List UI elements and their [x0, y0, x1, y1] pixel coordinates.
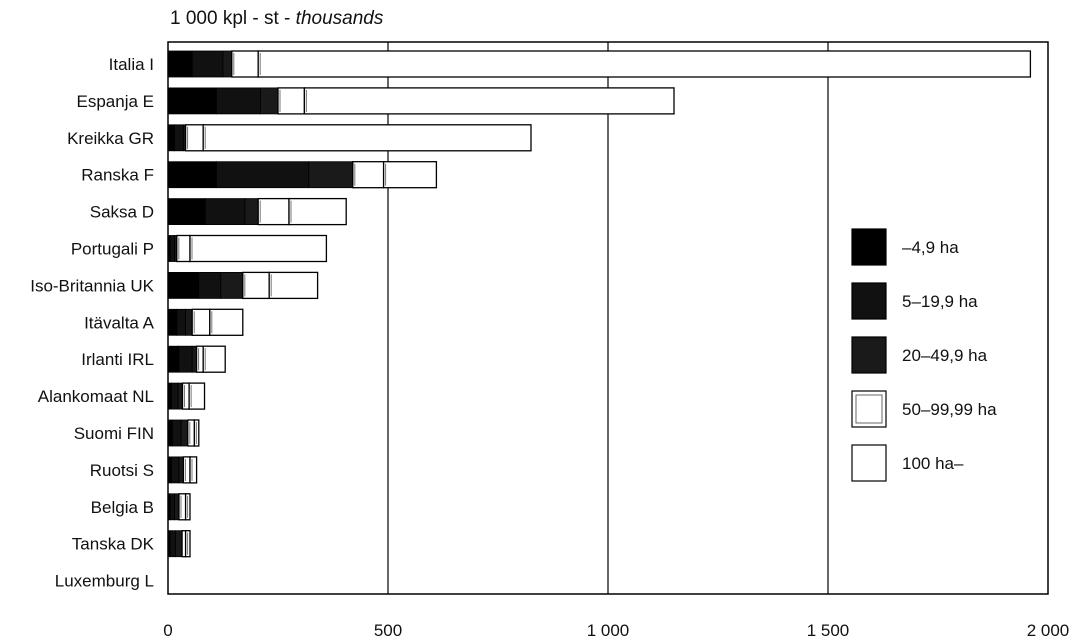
bar-segment: [167, 124, 175, 152]
category-label: Ranska F: [81, 166, 154, 185]
legend-swatch: [851, 390, 887, 428]
x-tick-label: 1 000: [587, 621, 630, 640]
bar-segment: [191, 345, 197, 373]
bar-segment: [303, 87, 675, 115]
category-label: Ruotsi S: [90, 461, 154, 480]
bar-segment: [171, 456, 180, 484]
bar-segment: [167, 308, 178, 336]
x-tick-labels: 0 500 1 000 1 500 2 000: [163, 621, 1069, 640]
chart-title-main: 1 000 kpl - st -: [170, 8, 296, 29]
category-label: Iso-Britannia UK: [30, 276, 154, 295]
legend-label: 100 ha–: [902, 454, 964, 473]
bar-segment: [169, 530, 176, 558]
bar-segment: [181, 382, 190, 410]
legend: –4,9 ha 5–19,9 ha 20–49,9 ha 50–99,99 ha 100…: [851, 228, 997, 482]
legend-label: 50–99,99 ha: [902, 400, 997, 419]
x-tick-label: 0: [163, 621, 172, 640]
bar-segment: [198, 271, 222, 299]
legend-swatch: [851, 228, 887, 266]
bar-segment: [167, 382, 172, 410]
bar-segment: [167, 345, 180, 373]
category-label: Espanja E: [77, 92, 155, 111]
bar-segment: [242, 271, 270, 300]
category-label: Belgia B: [91, 498, 154, 517]
bar-segment: [222, 50, 233, 78]
chart-title: 1 000 kpl - st - thousands: [170, 8, 383, 30]
category-label: Luxemburg L: [55, 572, 154, 591]
bar-segment: [220, 271, 244, 299]
bar-segment: [177, 382, 183, 410]
bar-segment: [257, 50, 1032, 78]
x-tick-label: 500: [374, 621, 402, 640]
legend-label: 5–19,9 ha: [902, 292, 978, 311]
bar-segment: [176, 308, 187, 336]
category-labels: Italia I Espanja E Kreikka GR Ranska F Saksa…: [30, 55, 154, 591]
bar-segment: [189, 234, 328, 263]
bar-segment: [195, 345, 204, 373]
category-label: Kreikka GR: [67, 129, 154, 148]
category-label: Irlanti IRL: [81, 350, 154, 369]
bar-segment: [191, 308, 211, 336]
bar-segment: [288, 197, 347, 226]
category-label: Saksa D: [90, 203, 154, 222]
x-tick-label: 1 500: [807, 621, 850, 640]
bar-segment: [171, 419, 182, 447]
bar-segment: [175, 530, 183, 558]
bar-segment: [178, 493, 187, 521]
bar-segment: [174, 124, 184, 152]
bar-segment: [185, 308, 193, 336]
x-tick-label: 2 000: [1027, 621, 1070, 640]
bar-segment: [178, 456, 184, 484]
bar-segment: [215, 161, 310, 189]
bar-segment: [204, 198, 246, 226]
category-label: Alankomaat NL: [38, 387, 154, 406]
bar-segment: [167, 87, 217, 115]
bar-segment: [167, 198, 206, 226]
bars: [167, 50, 1032, 558]
bar-segment: [174, 493, 180, 521]
category-label: Italia I: [109, 55, 154, 74]
bar-segment: [169, 235, 175, 262]
bar-segment: [202, 345, 226, 373]
bar-segment: [202, 124, 532, 152]
bar-segment: [191, 50, 224, 78]
bar-segment: [182, 456, 191, 484]
bar-segment: [257, 197, 290, 226]
bar-segment: [382, 161, 438, 189]
bar-segment: [167, 456, 172, 484]
bar-segment: [187, 419, 196, 447]
legend-label: 20–49,9 ha: [902, 346, 988, 365]
legend-label: –4,9 ha: [902, 238, 959, 257]
legend-swatch: [851, 282, 887, 320]
bar-segment: [167, 419, 173, 447]
category-label: Suomi FIN: [74, 424, 154, 443]
category-label: Tanska DK: [72, 535, 155, 554]
bar-segment: [215, 87, 261, 115]
chart-title-italic: thousands: [295, 8, 384, 29]
category-label: Portugali P: [71, 240, 154, 259]
legend-swatch: [851, 444, 887, 482]
legend-swatch-inner: [855, 394, 883, 424]
bar-segment: [277, 87, 306, 115]
bar-segment: [184, 124, 204, 152]
bar-segment: [189, 456, 198, 484]
bar-segment: [167, 271, 200, 299]
bar-segment: [178, 345, 193, 373]
bar-segment: [209, 308, 244, 336]
category-label: Itävalta A: [84, 313, 155, 332]
bar-segment: [352, 161, 385, 189]
bar-segment: [244, 198, 259, 226]
bar-segment: [308, 161, 354, 189]
bar-segment: [268, 271, 319, 300]
bar-segment: [171, 382, 179, 410]
bar-segment: [259, 87, 279, 115]
bar-segment: [180, 419, 189, 447]
legend-swatch: [851, 336, 887, 374]
bar-segment: [188, 382, 206, 410]
bar-segment: [231, 50, 259, 78]
bar-segment: [167, 161, 217, 189]
bar-segment: [169, 493, 175, 521]
bar-segment: [167, 50, 193, 78]
